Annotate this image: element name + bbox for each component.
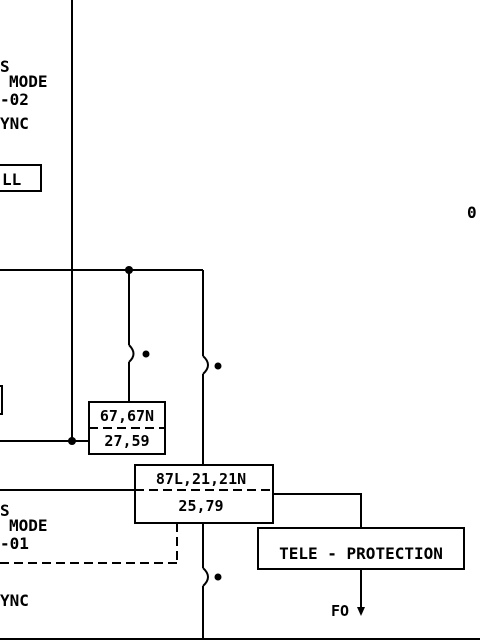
crossover-hop-a (128, 344, 135, 363)
dot-a (142, 350, 150, 358)
bottom-mode-s-label: S (0, 501, 10, 520)
left-edge-box (0, 385, 3, 415)
relay-b-top-label: 87L,21,21N (156, 470, 246, 488)
dot-b (214, 362, 222, 370)
dot-c (214, 573, 222, 581)
top-mode-label: MODE (9, 72, 48, 91)
crossover-hop-b (202, 355, 209, 375)
top-mode-s-label: S (0, 57, 10, 76)
tele-protection-label: TELE - PROTECTION (279, 544, 443, 563)
relay-b-bottom-label: 25,79 (178, 497, 223, 515)
fiber-optic-arrowhead (357, 607, 365, 616)
left-device-box (0, 164, 42, 192)
crossover-hop-c (202, 567, 209, 587)
bottom-sync-label: YNC (0, 591, 29, 610)
fiber-optic-label: FO (331, 602, 349, 620)
bottom-mode-label: MODE (9, 516, 48, 535)
tele-protection-box (257, 527, 465, 570)
left-device-label: LL (2, 170, 21, 189)
top-sync-label: YNC (0, 114, 29, 133)
right-edge-label: 0 (467, 203, 477, 222)
top-mode-number-label: -02 (0, 90, 29, 109)
junction-dot-lower (68, 437, 76, 445)
bottom-mode-number-label: -01 (0, 534, 29, 553)
tele-protection-link (273, 493, 362, 528)
relay-a-bottom-label: 27,59 (104, 432, 149, 450)
relay-a-top-label: 67,67N (100, 407, 154, 425)
